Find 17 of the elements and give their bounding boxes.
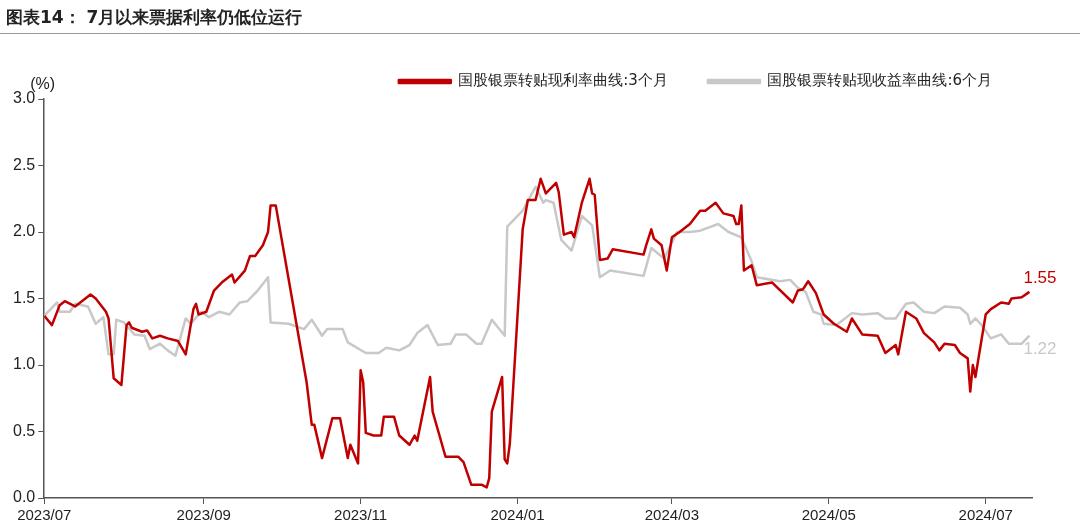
y-tick-label: 2.0	[12, 222, 36, 240]
x-tick-label: 2023/07	[17, 506, 72, 524]
x-tick-label: 2023/11	[334, 506, 388, 524]
y-tick-label: 0.0	[12, 488, 36, 506]
y-tick-label: 1.0	[12, 355, 36, 373]
x-tick-label: 2024/05	[801, 506, 856, 524]
y-tick-label: 2.5	[12, 155, 36, 173]
legend-label: 国股银票转贴现收益率曲线:6个月	[767, 71, 993, 90]
x-tick-label: 2023/09	[176, 506, 231, 524]
y-tick-label: 1.5	[12, 288, 36, 306]
y-tick-label: 0.5	[12, 421, 36, 439]
x-tick-label: 2024/03	[644, 506, 699, 524]
legend-label: 国股银票转贴现利率曲线:3个月	[458, 71, 668, 90]
chart-title: 图表14： 7月以来票据利率仍低位运行	[0, 0, 1080, 34]
x-tick-label: 2024/07	[958, 506, 1013, 524]
x-tick-label: 2024/01	[490, 506, 545, 524]
annotation: 1.55	[1023, 267, 1057, 287]
